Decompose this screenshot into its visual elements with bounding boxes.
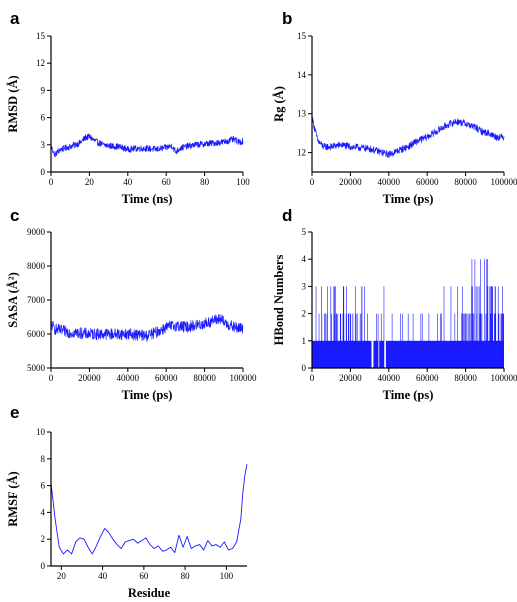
- panel-letter-a: a: [10, 9, 20, 28]
- x-tick-label: 80: [200, 177, 210, 187]
- x-tick-label: 0: [310, 373, 315, 383]
- y-tick-label: 10: [36, 427, 46, 437]
- x-axis-title: Time (ps): [383, 388, 434, 402]
- panel-letter-b: b: [282, 9, 292, 28]
- hbond-baseline-block: [373, 340, 379, 368]
- panel-d: d 0 1 2 3 4 5 0 20000 40000 60000 80000 100000 Time (…: [272, 206, 517, 402]
- panel-b: b 12 13 14 15 0 20000 40000 60000 80000 100000 Time…: [272, 9, 517, 206]
- x-tick-label: 40: [123, 177, 133, 187]
- hbond-baseline-block: [385, 340, 504, 368]
- y-tick-label: 2: [41, 534, 46, 544]
- series-line-e: [50, 464, 248, 555]
- y-tick-label: 6: [41, 481, 46, 491]
- series-line-b: [311, 115, 505, 159]
- panel-letter-d: d: [282, 206, 292, 225]
- y-tick-label: 9: [41, 85, 46, 95]
- x-tick-label: 20000: [339, 373, 362, 383]
- x-tick-label: 0: [49, 373, 54, 383]
- y-tick-label: 6: [41, 113, 46, 123]
- y-axis-title: Rg (Å): [272, 86, 286, 122]
- y-tick-label: 13: [297, 109, 307, 119]
- series-marks: [311, 115, 505, 159]
- y-tick-label: 3: [41, 140, 46, 150]
- x-tick-label: 20: [57, 571, 67, 581]
- x-tick-label: 100000: [230, 373, 258, 383]
- panel-letter-c: c: [10, 206, 19, 225]
- x-tick-label: 0: [310, 177, 315, 187]
- y-tick-label: 1: [302, 336, 307, 346]
- series-marks: [50, 313, 244, 342]
- y-tick-label: 2: [302, 309, 307, 319]
- y-tick-label: 4: [41, 507, 46, 517]
- x-tick-label: 60000: [416, 177, 439, 187]
- x-tick-label: 60000: [416, 373, 439, 383]
- y-tick-label: 12: [36, 58, 45, 68]
- x-tick-label: 100000: [491, 177, 517, 187]
- y-tick-label: 15: [297, 31, 307, 41]
- series-marks: [50, 133, 244, 158]
- y-tick-label: 7000: [27, 295, 46, 305]
- hbond-baseline-block: [312, 340, 372, 368]
- panel-c: c 5000 6000 7000 8000 9000 0 20000 40000 60000 800…: [6, 206, 257, 402]
- series-marks: [50, 464, 248, 555]
- x-axis-title: Time (ps): [122, 388, 173, 402]
- panel-a: a 0 3 6 9 12 15 0 20 40 60 80 100 Time (ns) RMSD (Å): [6, 9, 250, 206]
- x-tick-label: 40000: [378, 373, 401, 383]
- x-axis-title: Time (ns): [122, 192, 173, 206]
- x-axis-title: Residue: [128, 586, 171, 600]
- y-tick-label: 15: [36, 31, 46, 41]
- y-tick-label: 5000: [27, 363, 46, 373]
- y-axis-title: RMSD (Å): [6, 75, 20, 132]
- y-tick-label: 4: [302, 254, 307, 264]
- y-axis-title: HBond Numbers: [272, 255, 286, 346]
- x-tick-label: 80000: [454, 177, 477, 187]
- panel-letter-e: e: [10, 403, 19, 422]
- x-tick-label: 80000: [454, 373, 477, 383]
- x-tick-label: 100: [236, 177, 250, 187]
- y-tick-label: 14: [297, 70, 307, 80]
- y-tick-label: 5: [302, 227, 307, 237]
- y-tick-label: 6000: [27, 329, 46, 339]
- y-tick-label: 0: [41, 561, 46, 571]
- x-tick-label: 60000: [155, 373, 178, 383]
- panel-e: e 0 2 4 6 8 10 20 40 60 80 100 Residue RMSF (Å): [6, 403, 248, 600]
- y-tick-label: 12: [297, 148, 306, 158]
- x-tick-label: 0: [49, 177, 54, 187]
- y-tick-label: 0: [302, 363, 307, 373]
- x-tick-label: 40: [98, 571, 108, 581]
- x-tick-label: 60: [162, 177, 172, 187]
- y-tick-label: 3: [302, 281, 307, 291]
- y-axis-title: SASA (Å²): [6, 272, 20, 328]
- series-marks: [312, 259, 504, 368]
- x-tick-label: 40000: [378, 177, 401, 187]
- y-tick-label: 8: [41, 454, 46, 464]
- hbond-baseline-block: [379, 340, 384, 368]
- y-tick-label: 9000: [27, 227, 46, 237]
- x-tick-label: 100: [220, 571, 234, 581]
- x-tick-label: 20000: [78, 373, 101, 383]
- y-axis-title: RMSF (Å): [6, 471, 20, 526]
- x-tick-label: 20000: [339, 177, 362, 187]
- x-tick-label: 60: [139, 571, 149, 581]
- x-axis-title: Time (ps): [383, 192, 434, 206]
- y-tick-label: 0: [41, 167, 46, 177]
- series-line-a: [50, 133, 244, 158]
- x-tick-label: 100000: [491, 373, 517, 383]
- x-tick-label: 20: [85, 177, 95, 187]
- x-tick-label: 40000: [117, 373, 140, 383]
- x-tick-label: 80000: [193, 373, 216, 383]
- y-tick-label: 8000: [27, 261, 46, 271]
- x-tick-label: 80: [181, 571, 191, 581]
- series-line-c: [50, 313, 244, 342]
